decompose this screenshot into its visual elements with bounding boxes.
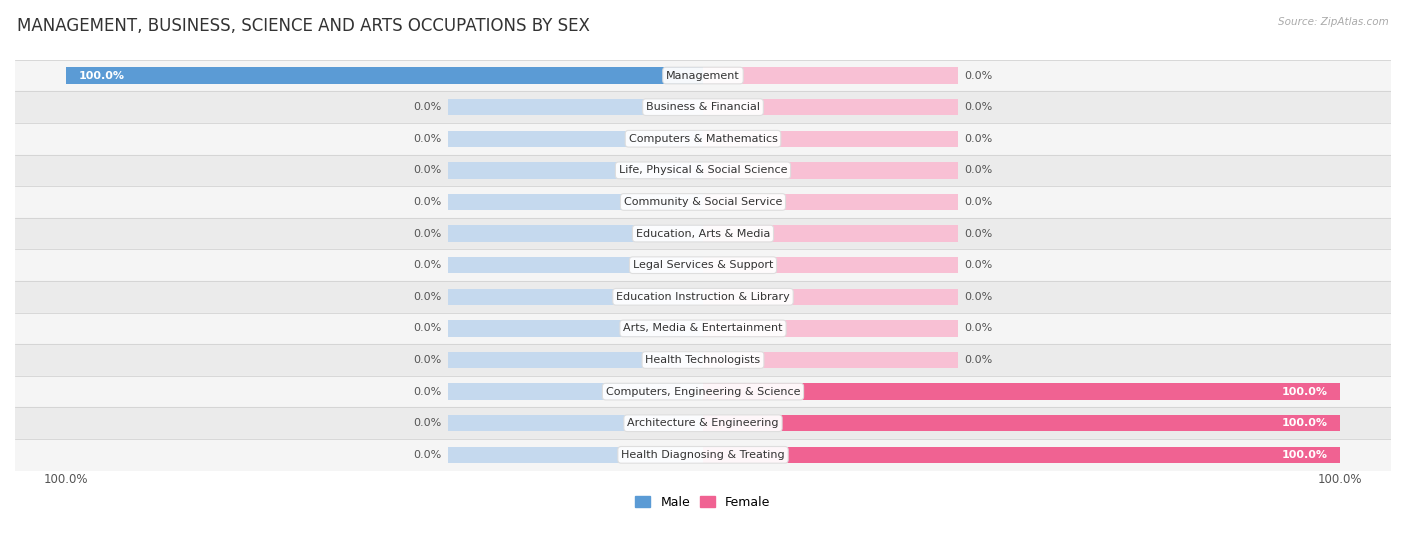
Text: MANAGEMENT, BUSINESS, SCIENCE AND ARTS OCCUPATIONS BY SEX: MANAGEMENT, BUSINESS, SCIENCE AND ARTS O… — [17, 17, 589, 35]
Text: 0.0%: 0.0% — [413, 165, 441, 176]
Text: Health Diagnosing & Treating: Health Diagnosing & Treating — [621, 450, 785, 460]
Text: Business & Financial: Business & Financial — [645, 102, 761, 112]
Text: 0.0%: 0.0% — [413, 260, 441, 270]
Bar — [15, 154, 1391, 186]
Bar — [449, 67, 703, 84]
Bar — [449, 257, 703, 273]
Bar — [449, 320, 703, 337]
Text: 0.0%: 0.0% — [965, 197, 993, 207]
Text: Arts, Media & Entertainment: Arts, Media & Entertainment — [623, 324, 783, 333]
Text: 0.0%: 0.0% — [413, 450, 441, 460]
Text: 0.0%: 0.0% — [413, 292, 441, 302]
Bar — [449, 130, 703, 147]
Text: Community & Social Service: Community & Social Service — [624, 197, 782, 207]
Text: 0.0%: 0.0% — [965, 292, 993, 302]
Text: 0.0%: 0.0% — [413, 418, 441, 428]
Text: 0.0%: 0.0% — [413, 229, 441, 239]
Bar — [703, 383, 1340, 400]
Text: 0.0%: 0.0% — [965, 324, 993, 333]
Bar — [703, 130, 957, 147]
Bar — [703, 194, 957, 210]
Bar — [703, 415, 1340, 432]
Text: Source: ZipAtlas.com: Source: ZipAtlas.com — [1278, 17, 1389, 27]
Text: 0.0%: 0.0% — [965, 134, 993, 144]
Text: Health Technologists: Health Technologists — [645, 355, 761, 365]
Bar — [703, 257, 957, 273]
Text: 0.0%: 0.0% — [965, 165, 993, 176]
Bar — [66, 67, 703, 84]
Bar — [15, 186, 1391, 218]
Text: 0.0%: 0.0% — [413, 102, 441, 112]
Text: 0.0%: 0.0% — [413, 134, 441, 144]
Bar — [15, 376, 1391, 408]
Bar — [703, 447, 957, 463]
Bar — [449, 162, 703, 178]
Text: Computers & Mathematics: Computers & Mathematics — [628, 134, 778, 144]
Bar — [703, 383, 957, 400]
Bar — [449, 383, 703, 400]
Bar — [15, 312, 1391, 344]
Bar — [703, 320, 957, 337]
Text: Architecture & Engineering: Architecture & Engineering — [627, 418, 779, 428]
Bar — [703, 352, 957, 368]
Bar — [15, 344, 1391, 376]
Bar — [15, 408, 1391, 439]
Bar — [449, 288, 703, 305]
Text: Computers, Engineering & Science: Computers, Engineering & Science — [606, 387, 800, 397]
Bar — [449, 352, 703, 368]
Bar — [449, 225, 703, 242]
Bar — [703, 415, 957, 432]
Bar — [703, 67, 957, 84]
Text: Life, Physical & Social Science: Life, Physical & Social Science — [619, 165, 787, 176]
Bar — [15, 123, 1391, 154]
Bar — [703, 447, 1340, 463]
Text: 0.0%: 0.0% — [413, 387, 441, 397]
Bar — [15, 60, 1391, 91]
Bar — [703, 225, 957, 242]
Bar — [703, 162, 957, 178]
Text: Legal Services & Support: Legal Services & Support — [633, 260, 773, 270]
Bar — [449, 415, 703, 432]
Bar — [449, 447, 703, 463]
Text: 0.0%: 0.0% — [413, 324, 441, 333]
Text: Education Instruction & Library: Education Instruction & Library — [616, 292, 790, 302]
Bar — [449, 99, 703, 115]
Text: Management: Management — [666, 70, 740, 80]
Bar — [703, 288, 957, 305]
Text: 100.0%: 100.0% — [1281, 450, 1327, 460]
Text: 0.0%: 0.0% — [413, 355, 441, 365]
Bar — [449, 194, 703, 210]
Text: 100.0%: 100.0% — [79, 70, 125, 80]
Text: 0.0%: 0.0% — [413, 197, 441, 207]
Text: 100.0%: 100.0% — [1281, 387, 1327, 397]
Text: 0.0%: 0.0% — [965, 229, 993, 239]
Text: Education, Arts & Media: Education, Arts & Media — [636, 229, 770, 239]
Text: 0.0%: 0.0% — [965, 70, 993, 80]
Text: 0.0%: 0.0% — [965, 260, 993, 270]
Bar — [15, 439, 1391, 471]
Bar — [15, 249, 1391, 281]
Text: 0.0%: 0.0% — [965, 355, 993, 365]
Text: 100.0%: 100.0% — [1281, 418, 1327, 428]
Bar — [15, 218, 1391, 249]
Bar — [703, 99, 957, 115]
Bar — [15, 91, 1391, 123]
Legend: Male, Female: Male, Female — [630, 491, 776, 514]
Bar — [15, 281, 1391, 312]
Text: 0.0%: 0.0% — [965, 102, 993, 112]
